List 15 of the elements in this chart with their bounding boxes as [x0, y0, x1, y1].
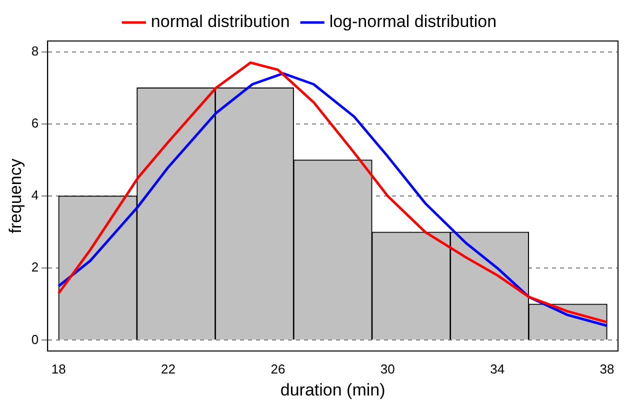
x-tick-label: 26 [270, 361, 286, 376]
y-tick-label: 4 [31, 188, 39, 203]
legend-label: log-normal distribution [329, 12, 497, 32]
x-tick-label: 38 [600, 361, 614, 376]
y-tick-label: 8 [31, 43, 39, 58]
y-tick-label: 0 [31, 332, 39, 347]
x-tick-label: 30 [380, 361, 395, 376]
legend-label: normal distribution [150, 12, 290, 32]
x-tick-label: 34 [490, 361, 505, 376]
x-tick-label: 18 [51, 361, 66, 376]
y-axis-title: frequency [6, 158, 25, 234]
y-tick-label: 2 [31, 260, 39, 275]
x-tick-label: 22 [161, 361, 176, 376]
x-axis-title: duration (min) [280, 380, 386, 400]
y-tick-label: 6 [31, 115, 39, 130]
